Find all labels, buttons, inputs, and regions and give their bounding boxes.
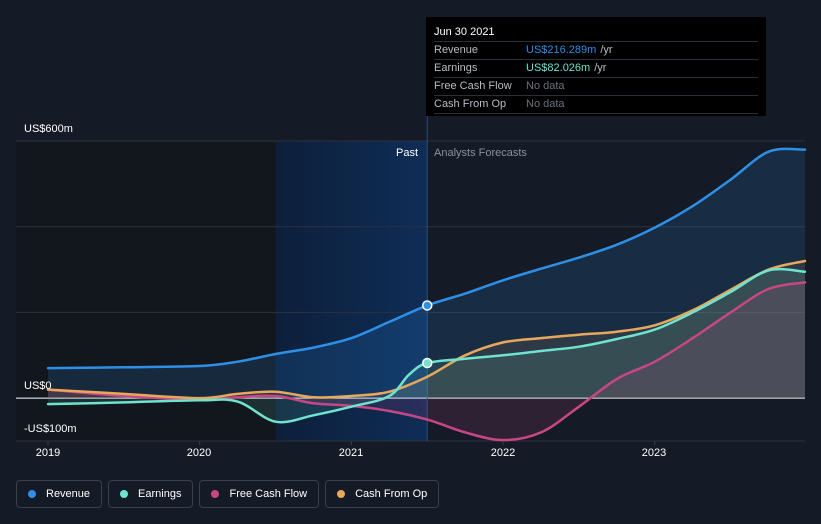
area-cash-from-op — [48, 261, 805, 399]
area-revenue — [48, 148, 805, 399]
legend-item-revenue[interactable]: Revenue — [16, 480, 103, 508]
x-tick-label-2022: 2022 — [490, 447, 516, 459]
series-line-free-cash-flow — [46, 281, 807, 442]
x-tick-label-2021: 2021 — [338, 447, 364, 459]
tooltip-value: No data — [526, 80, 565, 92]
tooltip-row-free-cash-flow: Free Cash Flow No data — [434, 78, 758, 96]
tooltip-unit: /yr — [600, 44, 613, 56]
tooltip-date: Jun 30 2021 — [434, 24, 758, 42]
y-tick-label-600: US$600m — [24, 123, 73, 135]
tooltip-label: Earnings — [434, 62, 478, 74]
legend: Revenue Earnings Free Cash Flow Cash Fro… — [16, 480, 440, 510]
legend-dot-icon — [337, 490, 346, 498]
x-tick-label-2020: 2020 — [186, 447, 212, 459]
tooltip-revenue-value: US$216.289m — [526, 44, 597, 56]
x-tick-label-2023: 2023 — [641, 447, 667, 459]
tooltip-value: US$216.289m/yr — [526, 42, 613, 59]
legend-label: Cash From Op — [355, 488, 428, 500]
legend-item-free-cash-flow[interactable]: Free Cash Flow — [199, 480, 320, 508]
tooltip-unit: /yr — [594, 62, 607, 74]
legend-label: Earnings — [138, 488, 182, 500]
tooltip-row-revenue: Revenue US$216.289m/yr — [434, 42, 758, 60]
tooltip-value: No data — [526, 98, 565, 110]
legend-item-cash-from-op[interactable]: Cash From Op — [325, 480, 440, 508]
series-line-cash-from-op — [46, 259, 807, 400]
tooltip-label: Free Cash Flow — [434, 80, 512, 92]
tooltip: Jun 30 2021 Revenue US$216.289m/yr Earni… — [426, 17, 766, 116]
past-label: Past — [395, 147, 418, 159]
legend-dot-icon — [211, 490, 220, 498]
tooltip-row-earnings: Earnings US$82.026m/yr — [434, 60, 758, 78]
area-free-cash-flow — [48, 282, 805, 441]
legend-label: Revenue — [46, 488, 91, 500]
tooltip-value: US$82.026m/yr — [526, 60, 606, 77]
x-tick-label-2019: 2019 — [35, 447, 61, 459]
tooltip-label: Revenue — [434, 44, 479, 56]
legend-dot-icon — [120, 490, 129, 498]
series-line-revenue — [46, 147, 807, 370]
marker-earnings — [422, 357, 433, 369]
tooltip-label: Cash From Op — [434, 98, 507, 110]
tooltip-earnings-value: US$82.026m — [526, 62, 591, 74]
area-earnings — [48, 269, 805, 423]
legend-dot-icon — [28, 490, 36, 498]
tooltip-row-cash-from-op: Cash From Op No data — [434, 96, 758, 114]
series-line-earnings — [46, 267, 807, 424]
past-highlight-band — [275, 141, 428, 441]
legend-label: Free Cash Flow — [229, 488, 308, 500]
marker-revenue — [422, 300, 433, 311]
analysts-forecasts-label: Analysts Forecasts — [434, 147, 527, 159]
legend-item-earnings[interactable]: Earnings — [108, 480, 194, 508]
y-tick-label-0: US$0 — [24, 380, 52, 392]
y-tick-label-neg100: -US$100m — [24, 423, 77, 435]
